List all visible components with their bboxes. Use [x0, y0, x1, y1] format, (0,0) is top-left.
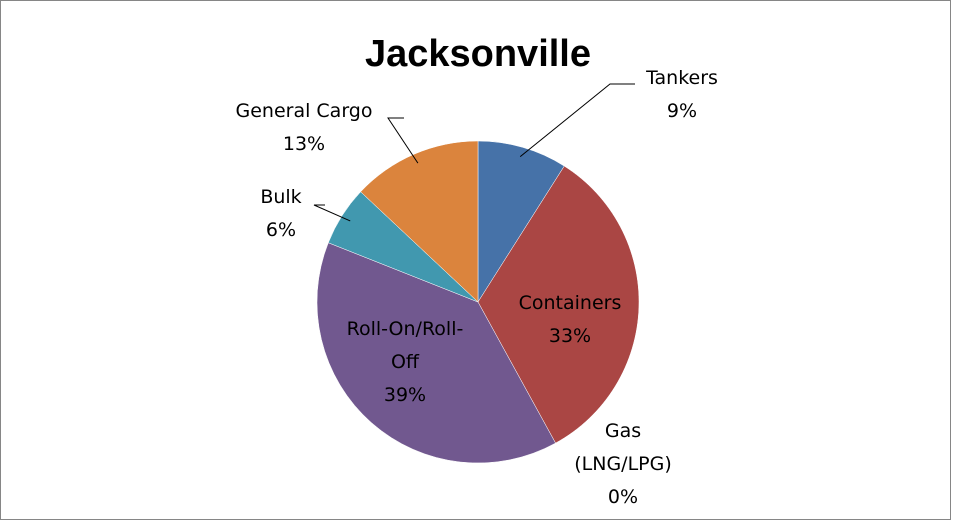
- leader-line-bulk: [313, 204, 351, 222]
- slice-label-line: General Cargo: [236, 100, 373, 122]
- slice-label-line: Bulk: [260, 186, 301, 208]
- slice-label-line: 0%: [608, 486, 638, 508]
- slice-label-roll-on-roll-off: Roll-On/Roll- Off 39%: [347, 318, 464, 406]
- slice-label-tankers: Tankers 9%: [645, 67, 718, 122]
- slice-label-line: 6%: [266, 219, 296, 241]
- slice-label-gas-lng-lpg: Gas (LNG/LPG) 0%: [574, 420, 672, 508]
- chart-title: Jacksonville: [365, 33, 591, 75]
- slices-layer: [316, 140, 640, 464]
- slice-label-line: (LNG/LPG): [574, 453, 672, 475]
- slice-label-line: Roll-On/Roll-: [347, 318, 464, 340]
- slice-label-line: Gas: [605, 420, 641, 442]
- slice-label-line: 9%: [667, 100, 697, 122]
- slice-label-bulk: Bulk 6%: [260, 186, 301, 241]
- pie-slice-containers: [477, 165, 640, 444]
- slice-label-line: 33%: [549, 325, 591, 347]
- leaders-layer: [313, 83, 635, 222]
- slice-label-line: Containers: [519, 292, 622, 314]
- slice-label-containers: Containers 33%: [519, 292, 622, 347]
- slice-label-line: Off: [391, 351, 420, 373]
- slice-label-line: 39%: [384, 384, 426, 406]
- labels-layer: Tankers 9% Containers 33% Gas (LNG/LPG) 0% Roll…: [236, 67, 718, 508]
- leader-line-tankers: [519, 83, 635, 158]
- pie-slice-tankers: [477, 140, 565, 303]
- slice-label-line: 13%: [283, 133, 325, 155]
- slice-label-general-cargo: General Cargo 13%: [236, 100, 373, 155]
- pie-slice-roll-on-roll-off: [316, 242, 556, 464]
- pie-slice-general-cargo: [360, 140, 479, 303]
- leader-line-general-cargo: [387, 117, 419, 164]
- slice-label-line: Tankers: [645, 67, 718, 89]
